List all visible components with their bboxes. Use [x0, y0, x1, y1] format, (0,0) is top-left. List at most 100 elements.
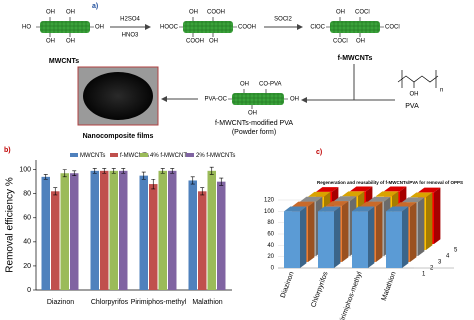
- y-tick-label: 100: [19, 166, 31, 173]
- legend-label: 2% f-MWCNTs: [196, 153, 235, 159]
- bonds: [228, 89, 288, 109]
- group: OH: [248, 111, 257, 117]
- group: OH: [240, 82, 249, 88]
- bar-top: [318, 206, 341, 212]
- bar-top: [350, 186, 373, 192]
- compound-name: MWCNTs: [49, 58, 79, 65]
- bar-side: [418, 197, 425, 256]
- bar: [139, 175, 148, 290]
- error-bar: [121, 168, 126, 174]
- error-bar: [72, 170, 77, 176]
- chart-title: Regeneration and reusability of f-MWCNTs…: [317, 180, 463, 185]
- compound-name: f-MWCNTs-modified PVA: [215, 120, 293, 127]
- bar: [60, 173, 69, 290]
- depth-label: 4: [446, 254, 450, 260]
- bar: [119, 170, 128, 290]
- compound-name: f-MWCNTs: [338, 55, 373, 62]
- bar-side: [342, 201, 349, 262]
- bar: [70, 173, 79, 290]
- y-tick-label: 120: [264, 198, 275, 204]
- group: HO: [22, 25, 31, 31]
- bar: [198, 191, 207, 290]
- bar-side: [426, 192, 433, 250]
- x-tick-label: Chlorpyrifos: [91, 299, 129, 306]
- error-bar: [190, 176, 195, 185]
- compound-form: (Powder form): [232, 129, 276, 136]
- bar-top: [402, 197, 425, 203]
- bar-side: [334, 206, 341, 268]
- group: OH: [356, 39, 365, 45]
- depth-label: 2: [430, 266, 434, 272]
- legend-label: 4% f-MWCNTs: [150, 153, 189, 159]
- group: OH: [46, 39, 55, 45]
- scheme: a) HO OH OH OH OH OH MWCNTs H2SO4 HNO3 H…: [22, 3, 443, 140]
- chart-c: c) Regeneration and reusability of f-MWCN…: [264, 149, 463, 320]
- legend-swatch: [140, 153, 148, 157]
- bar-side: [300, 206, 307, 268]
- compound-name: PVA: [405, 103, 419, 110]
- x-tick-label: Pirimiphos-methyl: [131, 299, 187, 306]
- group: PVA-OC: [204, 97, 227, 103]
- x-tick-label: Pirimiphos-methyl: [338, 271, 364, 320]
- panel-label: a): [92, 3, 98, 10]
- depth-label: 1: [422, 272, 426, 278]
- panel-label: b): [4, 147, 11, 154]
- legend-swatch: [70, 153, 78, 157]
- y-tick-label: 40: [23, 239, 31, 246]
- bar-top: [360, 201, 383, 207]
- error-bar: [219, 177, 224, 186]
- group: OH: [66, 10, 75, 16]
- group: ClOC: [310, 25, 325, 31]
- depth-label: 5: [454, 248, 458, 254]
- group: COCl: [355, 10, 370, 16]
- y-tick-label: 20: [267, 254, 274, 260]
- error-bar: [141, 171, 146, 180]
- bar-top: [300, 196, 323, 202]
- bar-top: [342, 191, 365, 197]
- group: COOH: [186, 39, 204, 45]
- depth-label: 3: [438, 260, 442, 266]
- y-tick-label: 20: [23, 263, 31, 270]
- bar: [90, 170, 99, 290]
- bar-top: [394, 202, 417, 208]
- error-bar: [43, 174, 48, 180]
- bar-top: [292, 201, 315, 207]
- x-tick-label: Diazinon: [47, 299, 74, 306]
- y-tick-label: 0: [271, 266, 275, 272]
- bar-top: [308, 191, 331, 197]
- bar-top: [368, 196, 391, 202]
- group: COOH: [207, 10, 225, 16]
- group: OH: [189, 10, 198, 16]
- bar: [284, 211, 300, 268]
- bar-top: [352, 206, 375, 212]
- bar: [168, 170, 177, 290]
- bar-top: [410, 192, 433, 198]
- bar-side: [308, 201, 315, 262]
- y-tick-label: 40: [267, 243, 274, 249]
- nanotube: [40, 21, 90, 33]
- group: COCl: [333, 39, 348, 45]
- panel-label: c): [316, 149, 322, 156]
- x-tick-label: Malathion: [192, 299, 222, 306]
- x-tick-label: Malathion: [381, 271, 398, 302]
- y-tick-label: 80: [267, 220, 274, 226]
- group: COCl: [385, 25, 400, 31]
- error-bar: [111, 168, 116, 174]
- group: CO-PVA: [259, 82, 282, 88]
- bar-top: [418, 187, 441, 193]
- bar-top: [316, 187, 339, 192]
- bar-side: [402, 206, 409, 268]
- bar-side: [410, 202, 417, 262]
- bar: [352, 211, 368, 268]
- bar-top: [326, 201, 349, 206]
- bar: [109, 170, 118, 290]
- error-bar: [62, 169, 67, 178]
- error-bar: [102, 168, 107, 174]
- bar: [386, 211, 402, 268]
- error-bar: [170, 168, 175, 174]
- bar-top: [386, 206, 409, 212]
- nanotube: [232, 93, 284, 105]
- repeat-unit: n: [440, 88, 443, 94]
- bar: [207, 170, 216, 290]
